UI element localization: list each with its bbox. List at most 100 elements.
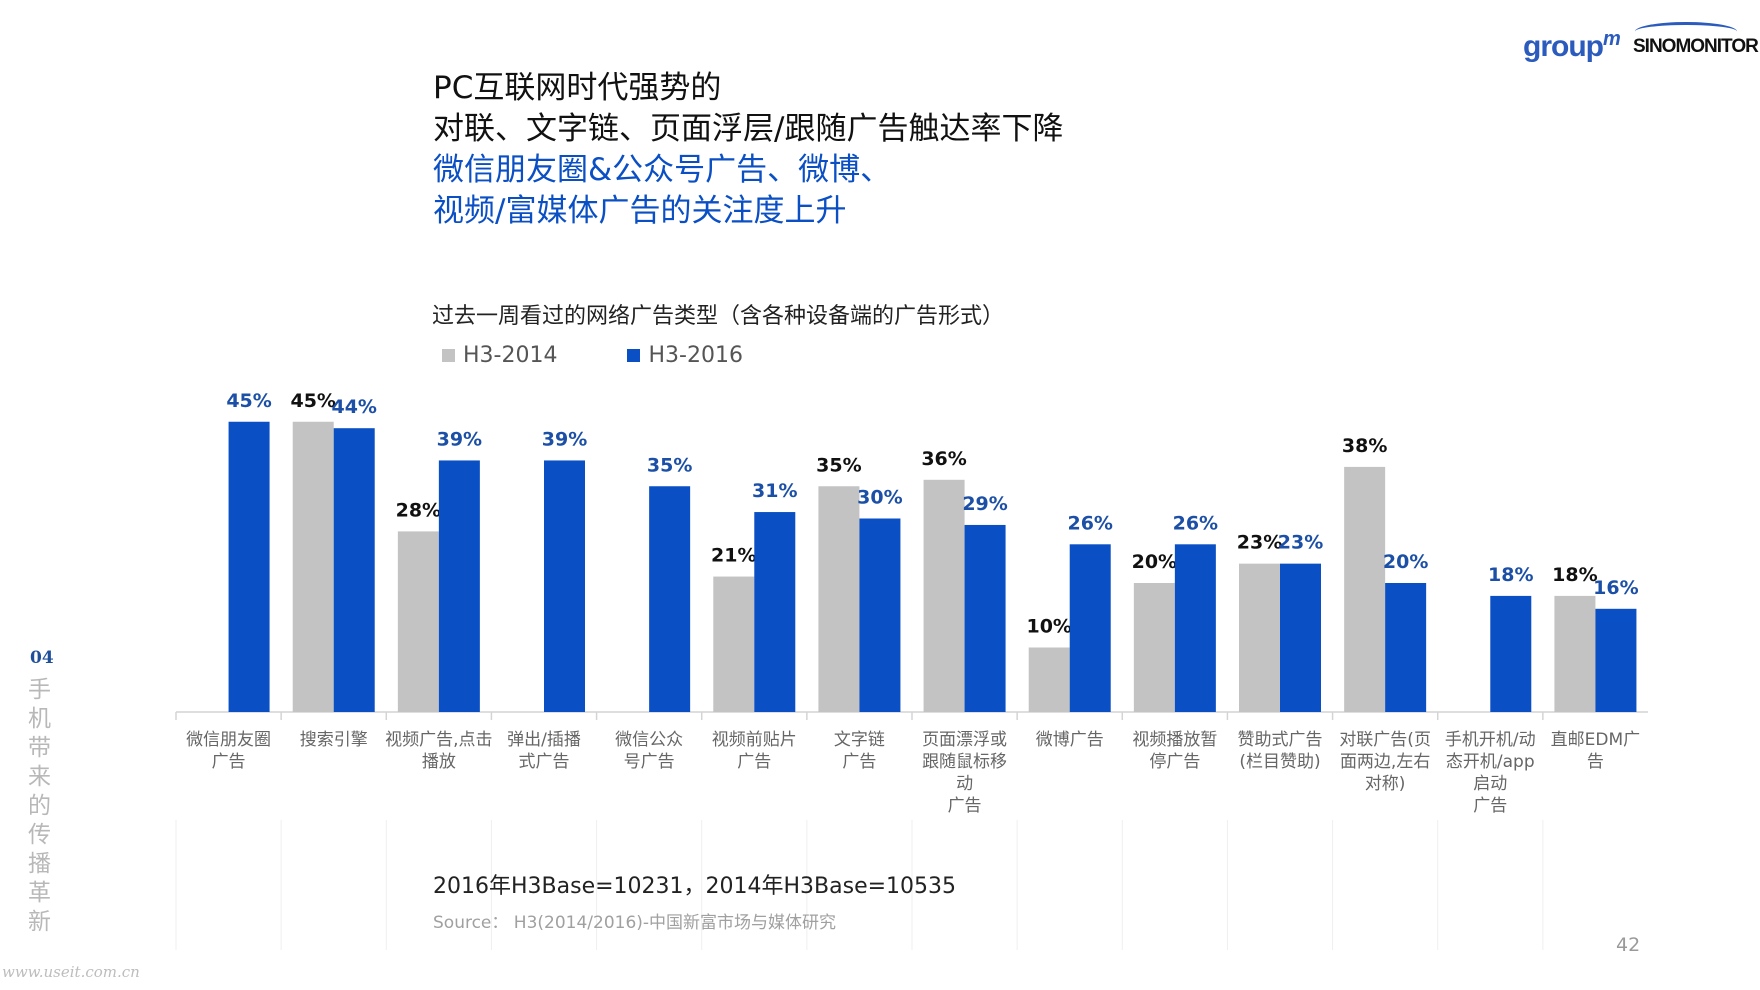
legend-swatch-2016 bbox=[627, 349, 641, 362]
groupm-logo: groupm bbox=[1523, 28, 1621, 64]
category-label-line: 式广告 bbox=[519, 752, 570, 772]
category-label: 文字链广告 bbox=[834, 730, 885, 772]
legend-item-2016: H3-2016 bbox=[627, 343, 743, 368]
data-label-h3-2014: 18% bbox=[1552, 564, 1597, 586]
category-label: 视频播放暂停广告 bbox=[1132, 730, 1217, 772]
data-label-h3-2016: 44% bbox=[331, 396, 376, 418]
category-label: 视频广告,点击播放 bbox=[385, 730, 492, 772]
groupm-logo-m: m bbox=[1602, 28, 1621, 50]
headline-line-4: 视频/富媒体广告的关注度上升 bbox=[433, 193, 847, 229]
section-vertical-title: 手机带来的传播革新 bbox=[28, 677, 51, 935]
data-label-h3-2014: 21% bbox=[711, 545, 756, 567]
bar-h3-2014 bbox=[1239, 563, 1280, 712]
bar-h3-2016 bbox=[859, 518, 901, 712]
category-label-line: 动 bbox=[956, 774, 973, 794]
category-label-line: 告 bbox=[1587, 752, 1604, 772]
category-label-line: 视频前贴片 bbox=[712, 730, 797, 750]
data-label-h3-2016: 39% bbox=[542, 428, 587, 450]
category-label-line: 微信公众 bbox=[615, 730, 683, 750]
bar-h3-2014 bbox=[292, 421, 334, 712]
data-label-h3-2014: 35% bbox=[816, 454, 861, 476]
category-label-line: (栏目赞助) bbox=[1239, 752, 1320, 772]
bar-h3-2016 bbox=[544, 460, 585, 712]
category-label-line: 直邮EDM广 bbox=[1551, 730, 1641, 750]
data-label-h3-2014: 20% bbox=[1132, 551, 1177, 573]
data-label-h3-2014: 23% bbox=[1237, 532, 1282, 554]
category-label-line: 广告 bbox=[948, 796, 982, 816]
category-label: 赞助式广告(栏目赞助) bbox=[1238, 730, 1323, 772]
legend-label-2016: H3-2016 bbox=[648, 343, 743, 368]
legend-swatch-2014 bbox=[442, 349, 455, 362]
base-note: 2016年H3Base=10231，2014年H3Base=10535 bbox=[433, 874, 957, 899]
bar-h3-2016 bbox=[964, 524, 1006, 712]
category-label: 直邮EDM广告 bbox=[1551, 730, 1641, 772]
data-label-h3-2016: 20% bbox=[1383, 551, 1428, 573]
category-label-line: 微博广告 bbox=[1036, 730, 1104, 750]
source-note: Source： H3(2014/2016)-中国新富市场与媒体研究 bbox=[433, 913, 837, 933]
chart-legend: H3-2014 H3-2016 bbox=[442, 343, 743, 368]
bar-h3-2016 bbox=[438, 460, 480, 712]
section-number: 04 bbox=[30, 648, 54, 668]
category-label-line: 手机开机/动 bbox=[1445, 730, 1536, 750]
category-label-line: 视频广告,点击 bbox=[385, 730, 492, 750]
category-label: 页面漂浮或跟随鼠标移动广告 bbox=[922, 730, 1007, 816]
category-label: 搜索引擎 bbox=[300, 730, 368, 750]
data-label-h3-2014: 36% bbox=[921, 448, 966, 470]
bar-h3-2014 bbox=[1554, 595, 1596, 712]
bar-h3-2016 bbox=[1595, 608, 1637, 712]
category-label-line: 广告 bbox=[212, 752, 246, 772]
data-label-h3-2016: 45% bbox=[226, 390, 271, 412]
bar-h3-2016 bbox=[333, 428, 375, 712]
data-label-h3-2016: 35% bbox=[647, 454, 692, 476]
page-number: 42 bbox=[1616, 934, 1641, 956]
data-label-h3-2016: 26% bbox=[1067, 512, 1112, 534]
groupm-logo-text: group bbox=[1523, 30, 1604, 63]
category-label-line: 广告 bbox=[1473, 796, 1507, 816]
legend-label-2014: H3-2014 bbox=[463, 343, 558, 368]
category-label-line: 启动 bbox=[1473, 774, 1507, 794]
category-label-line: 广告 bbox=[842, 752, 876, 772]
category-label: 弹出/插播式广告 bbox=[507, 730, 581, 772]
data-label-h3-2016: 29% bbox=[962, 493, 1007, 515]
headline-line-3: 微信朋友圈&公众号广告、微博、 bbox=[433, 152, 892, 188]
category-label: 微信公众号广告 bbox=[615, 730, 683, 772]
data-label-h3-2016: 26% bbox=[1173, 512, 1218, 534]
category-label: 手机开机/动态开机/app 启动广告 bbox=[1445, 730, 1536, 816]
bar-h3-2014 bbox=[818, 486, 860, 712]
category-label-line: 对联广告(页 bbox=[1339, 730, 1431, 750]
headline-line-2: 对联、文字链、页面浮层/跟随广告触达率下降 bbox=[433, 111, 1064, 147]
headline-line-1: PC互联网时代强势的 bbox=[433, 70, 722, 106]
chart-title: 过去一周看过的网络广告类型（含各种设备端的广告形式） bbox=[432, 304, 1005, 329]
data-label-h3-2014: 10% bbox=[1026, 616, 1071, 638]
category-label-line: 视频播放暂 bbox=[1132, 730, 1217, 750]
bar-h3-2014 bbox=[1344, 466, 1386, 712]
data-label-h3-2014: 28% bbox=[396, 499, 441, 521]
data-label-h3-2016: 39% bbox=[437, 428, 482, 450]
bar-h3-2016 bbox=[1385, 583, 1427, 712]
category-label: 对联广告(页面两边,左右对称) bbox=[1339, 730, 1431, 794]
bar-h3-2016 bbox=[1174, 544, 1216, 712]
category-label-line: 广告 bbox=[737, 752, 771, 772]
category-label-line: 文字链 bbox=[834, 730, 885, 750]
category-label-line: 号广告 bbox=[624, 752, 675, 772]
category-label-line: 跟随鼠标移 bbox=[922, 752, 1007, 772]
data-label-h3-2016: 23% bbox=[1278, 532, 1323, 554]
category-label-line: 态开机/app bbox=[1446, 752, 1535, 772]
bar-h3-2016 bbox=[1069, 544, 1111, 712]
category-label-line: 播放 bbox=[422, 752, 456, 772]
bar-h3-2014 bbox=[1028, 647, 1070, 712]
category-label-line: 页面漂浮或 bbox=[922, 730, 1007, 750]
data-label-h3-2016: 31% bbox=[752, 480, 797, 502]
headline: PC互联网时代强势的 对联、文字链、页面浮层/跟随广告触达率下降 微信朋友圈&公… bbox=[433, 68, 1063, 232]
category-label-line: 微信朋友圈 bbox=[186, 730, 271, 750]
bar-h3-2014 bbox=[923, 479, 965, 712]
bar-h3-2016 bbox=[649, 486, 691, 712]
bar-h3-2014 bbox=[713, 576, 755, 712]
bar-h3-2014 bbox=[397, 531, 439, 712]
category-label-line: 对称) bbox=[1365, 774, 1406, 794]
category-label: 视频前贴片广告 bbox=[712, 730, 797, 772]
bar-h3-2016 bbox=[228, 421, 270, 712]
data-label-h3-2016: 30% bbox=[857, 487, 902, 509]
legend-item-2014: H3-2014 bbox=[442, 343, 557, 368]
